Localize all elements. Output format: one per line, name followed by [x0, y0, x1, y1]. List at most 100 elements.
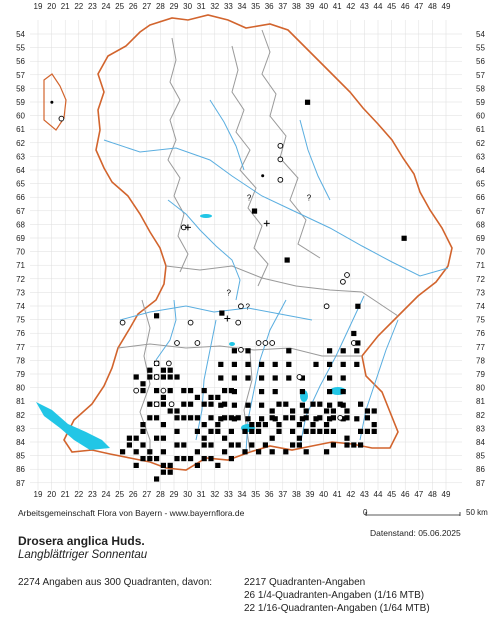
record-square — [218, 361, 224, 367]
x-tick-label: 34 — [238, 490, 247, 499]
record-square — [272, 361, 278, 367]
y-tick-label: 78 — [476, 356, 485, 365]
record-square — [228, 428, 234, 434]
record-circle — [153, 401, 160, 408]
record-square — [167, 469, 173, 475]
x-tick-label: 33 — [224, 2, 233, 11]
y-tick-label: 87 — [16, 479, 25, 488]
record-square — [364, 428, 370, 434]
y-tick-label: 72 — [16, 275, 25, 284]
record-square — [154, 388, 160, 394]
bavaria-state-border — [43, 14, 453, 471]
y-tick-label: 76 — [16, 329, 25, 338]
record-square — [313, 361, 319, 367]
record-square — [188, 388, 194, 394]
record-square — [283, 449, 289, 455]
record-square — [201, 422, 207, 428]
x-tick-label: 39 — [306, 490, 315, 499]
record-circle — [262, 340, 269, 346]
y-tick-label: 81 — [16, 397, 25, 406]
x-tick-label: 24 — [102, 2, 111, 11]
x-tick-label: 25 — [115, 490, 124, 499]
y-tick-label: 58 — [476, 84, 485, 93]
y-tick-label: 69 — [476, 234, 485, 243]
record-square — [222, 401, 228, 407]
record-square — [208, 415, 214, 421]
record-square — [327, 402, 333, 408]
record-circle — [269, 340, 276, 346]
y-tick-label: 77 — [476, 343, 485, 352]
record-square — [245, 416, 251, 422]
y-tick-label: 72 — [476, 275, 485, 284]
y-tick-label: 68 — [16, 220, 25, 229]
record-square — [133, 435, 139, 441]
record-square — [303, 408, 309, 414]
record-square — [259, 375, 265, 381]
y-tick-label: 66 — [16, 193, 25, 202]
x-tick-label: 32 — [210, 490, 219, 499]
y-tick-label: 74 — [476, 302, 485, 311]
record-square — [235, 415, 241, 421]
y-tick-label: 68 — [476, 220, 485, 229]
record-square — [174, 428, 180, 434]
record-circle — [337, 414, 344, 421]
record-square — [160, 394, 166, 400]
record-square — [351, 442, 357, 448]
record-square — [219, 310, 225, 316]
record-circle — [296, 374, 303, 380]
record-question: ? — [226, 289, 231, 298]
breakdown-quarter-quadrants: 26 1/4-Quadranten-Angaben (1/16 MTB) — [244, 590, 425, 601]
record-square — [276, 428, 282, 434]
y-tick-label: 75 — [16, 316, 25, 325]
record-square — [235, 442, 241, 448]
record-square — [231, 348, 237, 354]
record-square — [324, 449, 330, 455]
y-tick-label: 74 — [16, 302, 25, 311]
record-circle — [235, 319, 242, 326]
x-tick-label: 48 — [428, 2, 437, 11]
record-square — [194, 428, 200, 434]
record-square — [354, 361, 360, 367]
y-tick-label: 61 — [16, 125, 25, 134]
record-square — [340, 389, 346, 395]
y-tick-label: 86 — [16, 465, 25, 474]
y-tick-label: 84 — [476, 438, 485, 447]
rivers — [103, 99, 449, 453]
x-tick-label: 38 — [292, 2, 301, 11]
record-square — [242, 449, 248, 455]
record-square — [371, 408, 377, 414]
record-square — [245, 375, 251, 381]
x-tick-label: 42 — [346, 490, 355, 499]
record-square — [181, 401, 187, 407]
record-square — [228, 388, 234, 394]
record-square — [344, 442, 350, 448]
record-circle — [160, 387, 167, 394]
x-tick-label: 36 — [265, 2, 274, 11]
record-square — [154, 476, 160, 482]
record-square — [218, 416, 224, 422]
record-circle — [340, 278, 346, 285]
record-square — [290, 415, 296, 421]
record-square — [222, 435, 228, 441]
record-square — [140, 442, 146, 448]
x-tick-label: 25 — [115, 2, 124, 11]
x-tick-label: 40 — [319, 2, 328, 11]
record-square — [222, 449, 228, 455]
x-tick-label: 29 — [170, 2, 179, 11]
record-square — [160, 462, 166, 468]
y-tick-label: 56 — [16, 57, 25, 66]
record-square — [245, 402, 251, 408]
x-tick-label: 41 — [333, 490, 342, 499]
record-circle — [133, 387, 140, 394]
y-tick-label: 77 — [16, 343, 25, 352]
record-square — [317, 401, 323, 407]
record-square — [330, 415, 336, 421]
y-tick-label: 86 — [476, 465, 485, 474]
record-square — [269, 415, 275, 421]
record-square — [371, 428, 377, 434]
y-tick-label: 56 — [476, 57, 485, 66]
x-tick-label: 27 — [142, 2, 151, 11]
record-square — [401, 235, 407, 241]
record-square — [154, 435, 160, 441]
y-tick-label: 60 — [16, 112, 25, 121]
